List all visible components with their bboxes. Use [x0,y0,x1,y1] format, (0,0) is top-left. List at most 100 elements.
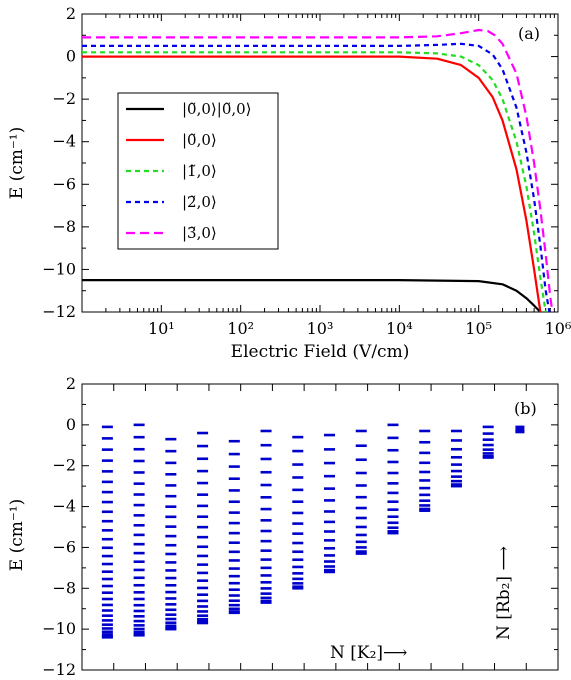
y-tick-label: 2 [66,4,76,23]
energy-level [165,583,177,587]
energy-level [228,581,240,585]
energy-level [197,535,209,539]
energy-level [165,494,177,498]
energy-level [133,514,145,517]
energy-level [419,504,431,507]
energy-level [355,540,367,544]
energy-level [197,515,209,519]
y-tick-label: 0 [66,47,76,66]
y-tick-label: −8 [52,217,76,236]
y-tick-label: −4 [52,497,76,516]
energy-level [133,576,145,580]
panel-b-y-ticks: 2 0 −2 −4 −6 −8 −10 −12 [42,374,558,679]
energy-level [387,460,399,464]
energy-level [165,576,177,580]
energy-level [228,439,240,443]
energy-level [292,558,304,562]
energy-level [260,592,272,595]
energy-level [387,500,399,504]
energy-level [387,436,399,440]
energy-level [101,570,113,573]
energy-level [419,461,431,465]
energy-level [292,488,304,492]
x-tick-label: 10⁶ [545,319,571,338]
energy-level [228,599,240,603]
x-tick-label: 10⁵ [465,319,492,338]
legend-entry-4: |3̃,0⟩ [182,224,217,242]
energy-level [292,500,304,504]
energy-level [355,550,367,553]
energy-level [133,542,145,546]
energy-level [260,496,272,499]
energy-level [197,586,209,590]
energy-level [133,551,145,555]
energy-level [324,530,336,533]
energy-level [133,560,145,564]
energy-level [260,596,272,600]
energy-level [165,590,177,594]
panel-a: (a) 20−2−4−6−8−10−12 10¹ 10² 10³ 10⁴ 10⁵ 10⁶ … [7,4,571,362]
energy-level [197,617,209,621]
energy-level [260,558,272,561]
energy-level [197,571,209,575]
energy-level [450,439,462,442]
energy-level [101,630,113,634]
panel-b-y-axis-label: E (cm⁻¹) [7,499,27,572]
y-tick-label: 0 [66,415,76,434]
energy-level [292,541,304,545]
energy-level [419,470,431,474]
energy-level [197,431,209,435]
energy-level [482,456,494,459]
energy-level [324,499,336,502]
energy-level [197,457,209,461]
energy-level [101,603,113,607]
energy-level [101,633,113,636]
panel-a-y-ticks: 2 0 −2 −4 −6 −8 −10 −12 [42,4,558,321]
energy-level [355,458,367,462]
energy-level [165,617,177,621]
energy-level [197,614,209,618]
energy-level [387,508,399,511]
energy-level [101,529,113,532]
energy-level [387,482,399,485]
energy-level [324,539,336,542]
energy-level [133,523,145,527]
energy-level [101,562,113,566]
energy-level [292,532,304,535]
energy-level [228,477,240,481]
energy-level [133,503,145,507]
energy-level [324,510,336,513]
energy-level [228,594,240,597]
energy-level [165,505,177,508]
energy-level [355,506,367,510]
energy-level [197,481,209,485]
energy-level [228,574,240,578]
panel-b-levels [101,423,525,639]
energy-level [165,621,177,625]
energy-level [197,525,209,529]
energy-level [324,461,336,465]
energy-level [101,437,113,440]
panel-a-legend: |0̃,0⟩|0̃,0⟩|0̃,0⟩|1̃,0⟩|2̃,0⟩|3̃,0⟩ [117,92,279,250]
energy-level [197,545,209,549]
energy-level [133,482,145,485]
energy-level [260,549,272,552]
energy-level [355,516,367,520]
energy-level [292,449,304,453]
energy-level [197,610,209,613]
energy-level [292,511,304,515]
energy-level [101,636,113,639]
energy-level [101,425,113,429]
energy-level [260,587,272,590]
panel-b-label: (b) [514,399,537,418]
energy-level [482,425,494,429]
energy-level [387,530,399,533]
y-tick-label: −8 [52,578,76,597]
energy-level [228,610,240,613]
energy-level [197,593,209,596]
energy-level [165,624,177,628]
energy-level [165,484,177,487]
energy-level [419,479,431,482]
energy-level [260,429,272,433]
panel-a-x-axis-label: Electric Field (V/cm) [231,342,410,362]
